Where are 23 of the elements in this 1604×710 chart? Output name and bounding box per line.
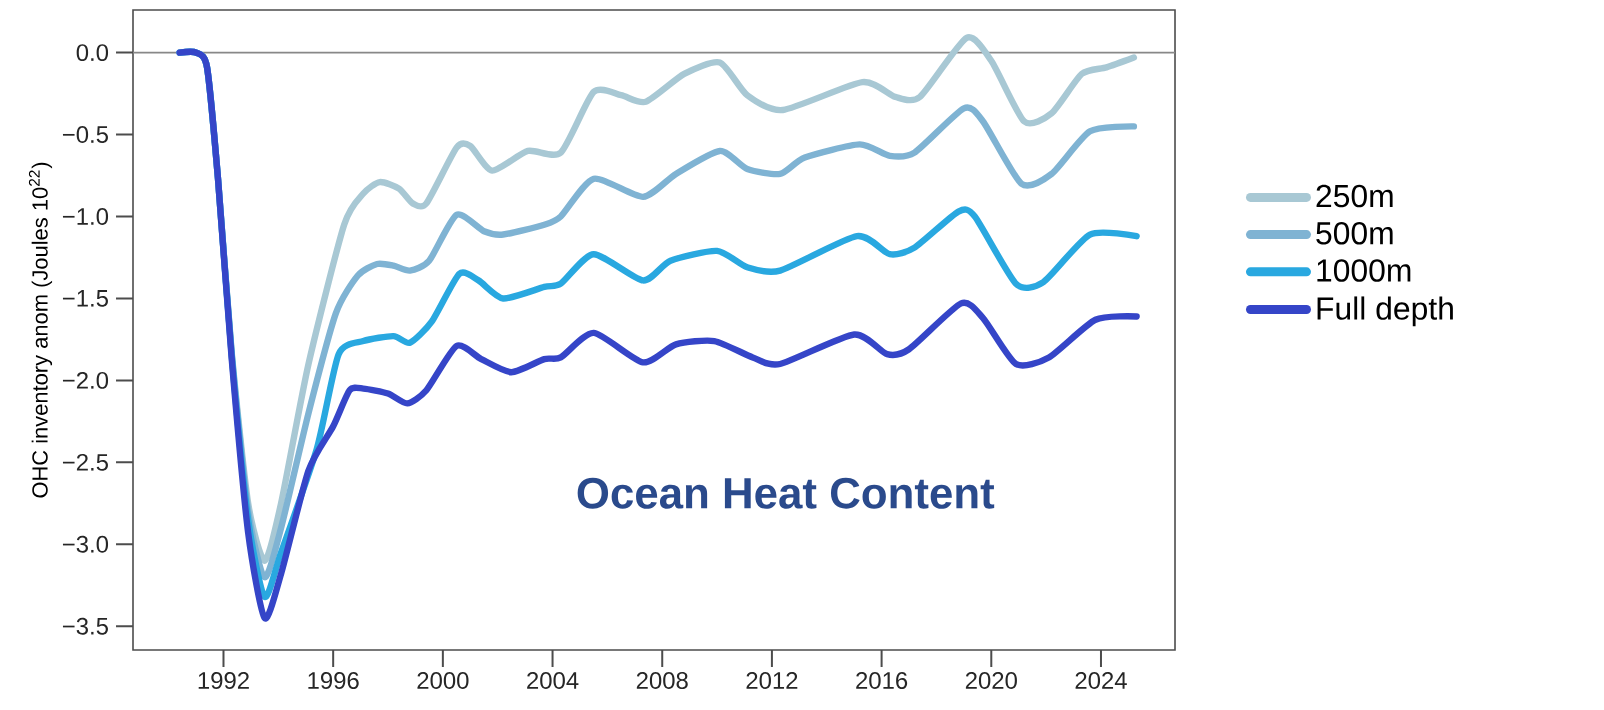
legend-label: 500m [1316, 221, 1393, 245]
legend-label: 1000m [1317, 259, 1411, 282]
x-tick-label: 2004 [527, 672, 579, 689]
y-tick-label: −1.5 [62, 290, 108, 307]
x-tick-label: 2008 [636, 672, 688, 689]
x-tick-label: 2020 [965, 672, 1017, 689]
y-tick-label: −0.5 [62, 126, 108, 143]
x-tick-label: 2016 [856, 672, 908, 689]
y-tick-label: −1.0 [62, 208, 109, 225]
y-tick-label: −2.5 [62, 453, 108, 471]
legend-label: Full depth [1317, 296, 1453, 327]
y-axis-title: OHC inventory anom (Joules 10$^{22}$) [28, 162, 53, 498]
annotation: Ocean Heat Content [577, 477, 995, 509]
y-tick-label: −3.0 [62, 535, 109, 553]
x-tick-label: 1996 [308, 672, 359, 689]
y-tick-label: 0.0 [76, 44, 109, 62]
legend-label: 250m [1316, 184, 1393, 208]
x-tick-label: 2012 [746, 672, 798, 689]
y-tick-label: −3.5 [62, 617, 108, 635]
y-tick-label: −2.0 [62, 371, 109, 389]
x-tick-label: 2024 [1075, 672, 1127, 689]
x-tick-label: 2000 [417, 672, 469, 689]
x-tick-label: 1992 [198, 672, 249, 689]
